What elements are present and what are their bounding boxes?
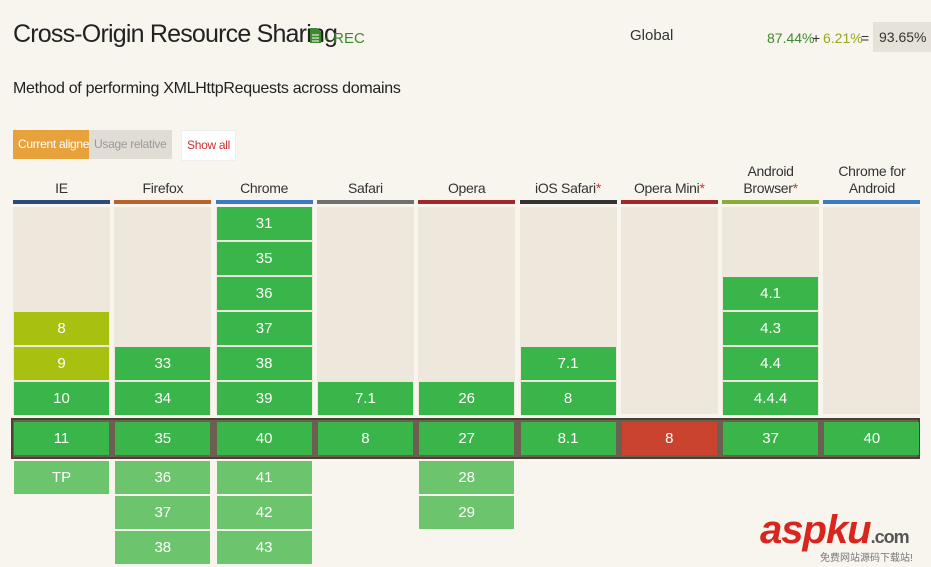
browser-header: Opera Mini* <box>619 160 720 197</box>
browser-color-bar <box>722 200 820 204</box>
current-version-cell[interactable]: 40 <box>824 422 920 455</box>
future-version-cell[interactable]: 36 <box>115 461 211 494</box>
version-cell[interactable]: 8 <box>520 382 616 415</box>
column-background <box>620 207 718 414</box>
browser-name-text: Safari <box>348 180 383 196</box>
browser-name: Opera Mini* <box>634 180 705 197</box>
browser-header: Firefox <box>112 160 213 197</box>
usage-equals: = <box>861 30 870 46</box>
version-cell[interactable]: 7.1 <box>317 382 413 415</box>
usage-partial: 6.21% <box>823 30 863 46</box>
current-version-cell[interactable]: 8 <box>621 422 717 455</box>
version-cell[interactable]: 31 <box>216 207 312 240</box>
browser-color-bar <box>215 200 313 204</box>
browser-name: Opera <box>447 180 486 197</box>
current-version-cell[interactable]: 11 <box>14 422 109 455</box>
current-version-cell[interactable]: 8 <box>317 422 413 455</box>
browser-name-text: IE <box>55 180 68 196</box>
watermark-domain: .com <box>870 527 910 547</box>
browser-name: IE <box>55 180 68 197</box>
browser-name: Firefox <box>142 180 183 197</box>
browser-header: Opera <box>416 160 517 197</box>
version-cell[interactable]: 4.4.4 <box>723 382 819 415</box>
browser-name: Chrome <box>240 180 288 197</box>
version-cell[interactable]: 35 <box>216 242 312 275</box>
browser-name: Safari <box>348 180 383 197</box>
watermark-tagline: 免费网站源码下载站! <box>820 553 913 564</box>
future-version-cell[interactable]: 37 <box>115 496 211 529</box>
browser-name: iOS Safari* <box>535 180 601 197</box>
version-cell[interactable]: 8 <box>14 312 109 345</box>
column-background <box>418 207 516 414</box>
version-cell[interactable]: 4.4 <box>723 347 819 380</box>
version-cell[interactable]: 36 <box>216 277 312 310</box>
version-cell[interactable]: 34 <box>115 382 211 415</box>
spec-status: - REC <box>324 30 365 47</box>
browser-header: iOS Safari* <box>518 160 619 197</box>
watermark-brand-accent: ku <box>825 508 872 552</box>
future-version-cell[interactable]: 38 <box>115 531 211 564</box>
current-version-cell[interactable]: 40 <box>216 422 312 455</box>
version-cell[interactable]: 39 <box>216 382 312 415</box>
usage-total: 93.65% <box>873 22 931 52</box>
browser-name-text: Opera Mini <box>633 180 700 196</box>
browser-name: Chrome for Android <box>837 163 907 197</box>
future-version-cell[interactable]: 43 <box>216 531 312 564</box>
browser-name: Android Browser* <box>720 163 821 197</box>
browser-name-text: Chrome for Android <box>838 163 906 196</box>
browser-color-bar <box>519 200 617 204</box>
note-asterisk: * <box>792 180 798 196</box>
doc-icon <box>310 28 321 43</box>
watermark: aspku.com <box>760 508 910 553</box>
browser-name-text: iOS Safari <box>535 180 596 196</box>
current-version-cell[interactable]: 37 <box>723 422 819 455</box>
note-asterisk: * <box>595 180 601 196</box>
current-version-cell[interactable]: 27 <box>419 422 515 455</box>
view-button[interactable]: Show all <box>181 130 236 161</box>
browser-name-text: Android Browser <box>743 163 794 196</box>
version-cell[interactable]: 38 <box>216 347 312 380</box>
view-button[interactable]: Current aligned <box>13 130 101 159</box>
view-button[interactable]: Usage relative <box>89 130 172 159</box>
browser-color-bar <box>316 200 414 204</box>
version-cell[interactable]: 26 <box>419 382 515 415</box>
version-cell[interactable]: 37 <box>216 312 312 345</box>
usage-plus: + <box>812 30 821 46</box>
future-version-cell[interactable]: TP <box>14 461 109 494</box>
version-cell[interactable]: 7.1 <box>520 347 616 380</box>
version-cell[interactable]: 10 <box>14 382 109 415</box>
browser-color-bar <box>418 200 516 204</box>
browser-name-text: Opera <box>447 180 486 196</box>
description: Method of performing XMLHttpRequests acr… <box>13 80 401 97</box>
browser-color-bar <box>13 200 110 204</box>
usage-supported: 87.44% <box>767 30 815 46</box>
watermark-brand: asp <box>760 508 827 552</box>
future-version-cell[interactable]: 42 <box>216 496 312 529</box>
note-asterisk: * <box>699 180 705 196</box>
browser-color-bar <box>620 200 718 204</box>
future-version-cell[interactable]: 41 <box>216 461 312 494</box>
browser-header: Chrome for Android <box>821 160 922 197</box>
current-version-cell[interactable]: 8.1 <box>520 422 616 455</box>
version-cell[interactable]: 4.3 <box>723 312 819 345</box>
version-cell[interactable]: 4.1 <box>723 277 819 310</box>
browser-name-text: Chrome <box>240 180 289 196</box>
browser-header: IE <box>11 160 112 197</box>
browser-color-bar <box>823 200 921 204</box>
browser-color-bar <box>114 200 212 204</box>
future-version-cell[interactable]: 29 <box>419 496 515 529</box>
current-version-cell[interactable]: 35 <box>115 422 211 455</box>
version-cell[interactable]: 33 <box>115 347 211 380</box>
column-background <box>823 207 921 414</box>
browser-header: Android Browser* <box>720 160 821 197</box>
version-cell[interactable]: 9 <box>14 347 109 380</box>
browser-header: Chrome <box>214 160 315 197</box>
column-background <box>316 207 414 414</box>
future-version-cell[interactable]: 28 <box>419 461 515 494</box>
browser-header: Safari <box>315 160 416 197</box>
title: Cross-Origin Resource Sharing <box>13 20 338 48</box>
region: Global <box>630 27 674 44</box>
browser-name-text: Firefox <box>142 180 184 196</box>
